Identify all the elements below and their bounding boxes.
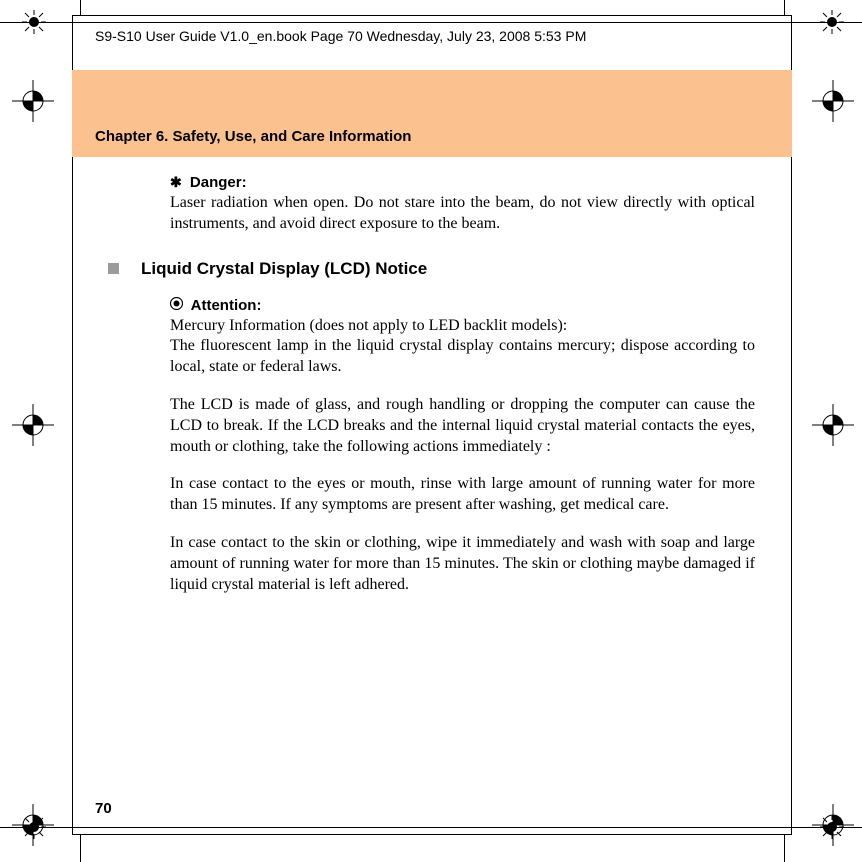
attention-p5: In case contact to the skin or clothing,… xyxy=(170,533,755,595)
registration-mark-icon xyxy=(12,404,54,446)
crop-tick xyxy=(784,0,785,15)
danger-asterisk-icon: ✱ xyxy=(170,174,182,190)
book-header-info: S9-S10 User Guide V1.0_en.book Page 70 W… xyxy=(95,28,586,44)
page-number: 70 xyxy=(95,800,112,817)
attention-heading: Attention: xyxy=(170,297,755,314)
sun-mark-icon xyxy=(820,10,844,34)
section-heading-row: Liquid Crystal Display (LCD) Notice xyxy=(170,259,755,279)
section-bullet-icon xyxy=(108,263,119,274)
registration-mark-icon xyxy=(12,804,54,846)
registration-mark-icon xyxy=(12,80,54,122)
crop-tick xyxy=(80,835,81,862)
chapter-title: Chapter 6. Safety, Use, and Care Informa… xyxy=(95,128,411,145)
attention-p4: In case contact to the eyes or mouth, ri… xyxy=(170,474,755,516)
danger-heading: ✱ Danger: xyxy=(170,174,755,191)
registration-mark-icon xyxy=(812,404,854,446)
danger-text: Laser radiation when open. Do not stare … xyxy=(170,193,755,235)
crop-tick xyxy=(784,835,785,862)
registration-mark-icon xyxy=(812,804,854,846)
crop-line-bottom xyxy=(0,827,862,828)
section-title: Liquid Crystal Display (LCD) Notice xyxy=(141,259,427,279)
attention-p1: Mercury Information (does not apply to L… xyxy=(170,316,755,337)
attention-p3: The LCD is made of glass, and rough hand… xyxy=(170,395,755,457)
crop-line-top xyxy=(0,22,862,23)
sun-mark-icon xyxy=(22,10,46,34)
page-content: ✱ Danger: Laser radiation when open. Do … xyxy=(170,174,755,595)
crop-tick xyxy=(80,0,81,15)
attention-bullseye-icon xyxy=(170,297,183,314)
registration-mark-icon xyxy=(812,80,854,122)
attention-p2: The fluorescent lamp in the liquid cryst… xyxy=(170,336,755,378)
attention-label: Attention: xyxy=(191,297,262,314)
danger-label: Danger: xyxy=(190,174,247,191)
